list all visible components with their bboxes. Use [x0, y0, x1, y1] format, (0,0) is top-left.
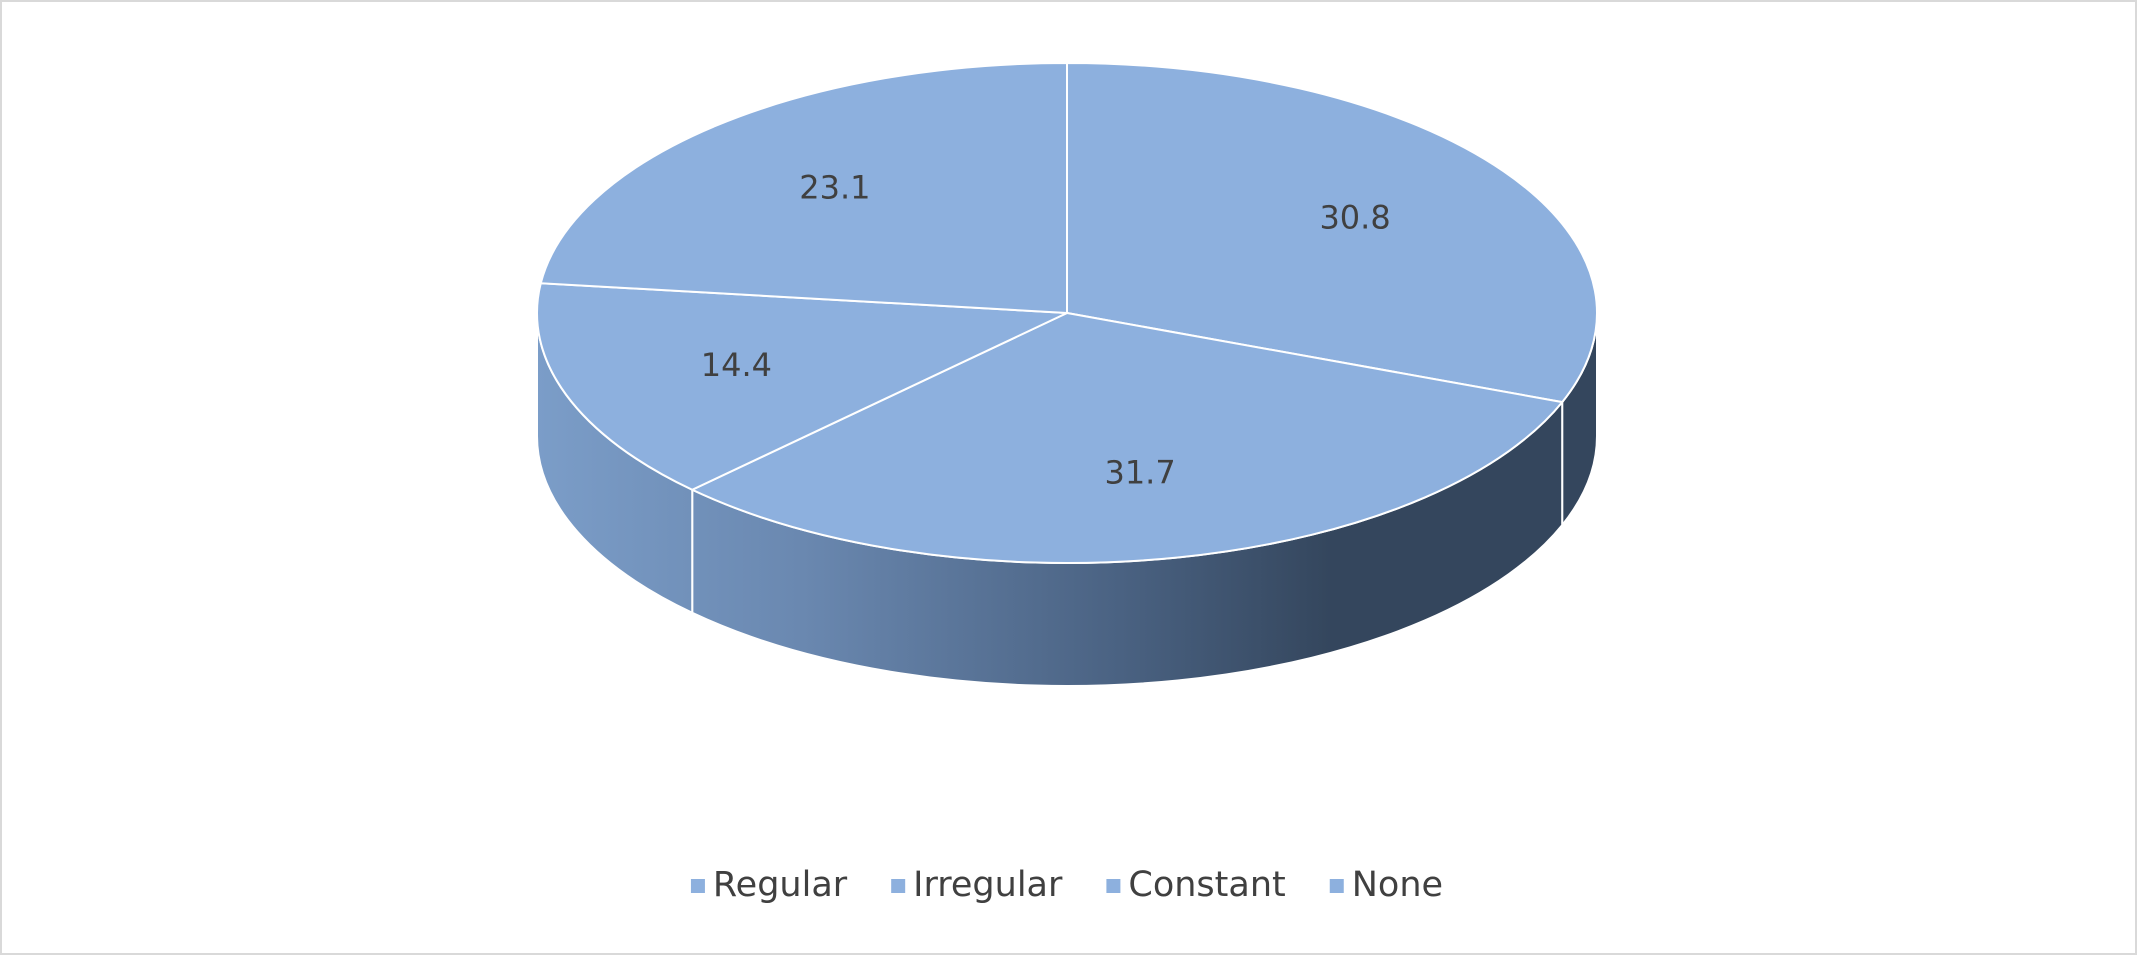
legend-swatch: [1329, 879, 1344, 893]
data-labels: 30.8 31.7 14.4 23.1: [701, 169, 1391, 492]
pie-slice: [1066, 61, 1598, 404]
pie-slice: [539, 61, 1068, 315]
pie-slice: [689, 311, 1565, 564]
legend-label: Regular: [713, 865, 848, 905]
legend-swatch: [891, 879, 906, 893]
data-label: 23.1: [799, 169, 870, 207]
legend: Regular Irregular Constant None: [690, 865, 1443, 905]
pie-slice: [536, 282, 1068, 491]
pie-tops: [536, 61, 1598, 564]
pie-sides: [536, 312, 1598, 687]
legend-label: Constant: [1128, 865, 1285, 905]
legend-swatch: [690, 879, 705, 893]
legend-swatch: [1106, 879, 1121, 893]
legend-label: None: [1352, 865, 1443, 905]
data-label: 31.7: [1104, 453, 1175, 491]
data-label: 30.8: [1319, 198, 1390, 236]
data-label: 14.4: [701, 346, 772, 384]
legend-label: Irregular: [913, 865, 1063, 905]
